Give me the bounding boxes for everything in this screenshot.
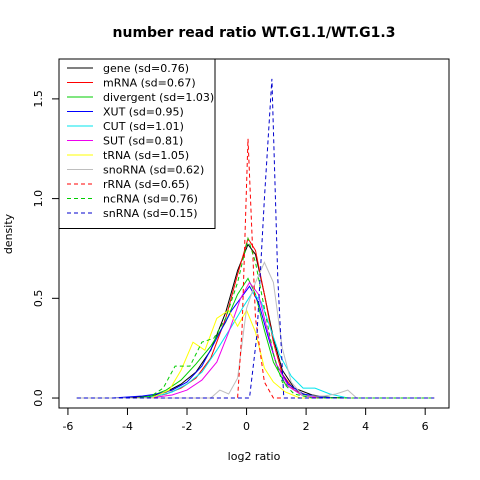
legend-entry: ncRNA (sd=0.76) <box>103 193 198 206</box>
plot-area <box>76 78 435 399</box>
x-tick-label: 4 <box>362 420 369 433</box>
series-line-7 <box>76 261 435 399</box>
series-line-6 <box>76 309 435 399</box>
x-tick-label: 2 <box>303 420 310 433</box>
series-line-9 <box>76 236 435 399</box>
y-tick-label: 1.5 <box>32 90 45 108</box>
series-line-10 <box>76 78 435 399</box>
legend: gene (sd=0.76) mRNA (sd=0.67)divergent (s… <box>58 58 216 229</box>
x-axis: -6 -4 -2 0 2 4 6 <box>62 408 429 433</box>
y-tick-label: 0.0 <box>32 389 45 407</box>
series-line-3 <box>76 285 435 399</box>
x-tick-label: -6 <box>62 420 73 433</box>
series-line-8 <box>76 138 435 399</box>
x-tick-label: 6 <box>422 420 429 433</box>
legend-entry: divergent (sd=1.03) <box>103 91 214 104</box>
x-tick-label: 0 <box>243 420 250 433</box>
legend-entry: SUT (sd=0.81) <box>103 135 183 148</box>
legend-entry: tRNA (sd=1.05) <box>103 149 189 162</box>
y-tick-label: 1.0 <box>32 190 45 208</box>
legend-entry: gene (sd=0.76) <box>103 62 189 75</box>
x-axis-label: log2 ratio <box>228 450 281 463</box>
x-tick-label: -4 <box>122 420 133 433</box>
legend-box <box>58 58 216 229</box>
plot-frame <box>58 58 450 409</box>
legend-entry: XUT (sd=0.95) <box>103 106 184 119</box>
chart-title: number read ratio WT.G1.1/WT.G1.3 <box>113 25 396 41</box>
series-line-5 <box>76 281 435 399</box>
legend-entry: mRNA (sd=0.67) <box>103 77 196 90</box>
x-tick-label: -2 <box>182 420 193 433</box>
legend-entry: rRNA (sd=0.65) <box>103 178 189 191</box>
y-axis: 0.0 0.5 1.0 1.5 <box>32 90 59 407</box>
legend-entry: CUT (sd=1.01) <box>103 120 184 133</box>
series-line-1 <box>76 237 435 399</box>
y-tick-label: 0.5 <box>32 290 45 308</box>
legend-entry: snoRNA (sd=0.62) <box>103 164 204 177</box>
y-axis-label: density <box>2 213 15 254</box>
legend-entry: snRNA (sd=0.15) <box>103 207 198 220</box>
